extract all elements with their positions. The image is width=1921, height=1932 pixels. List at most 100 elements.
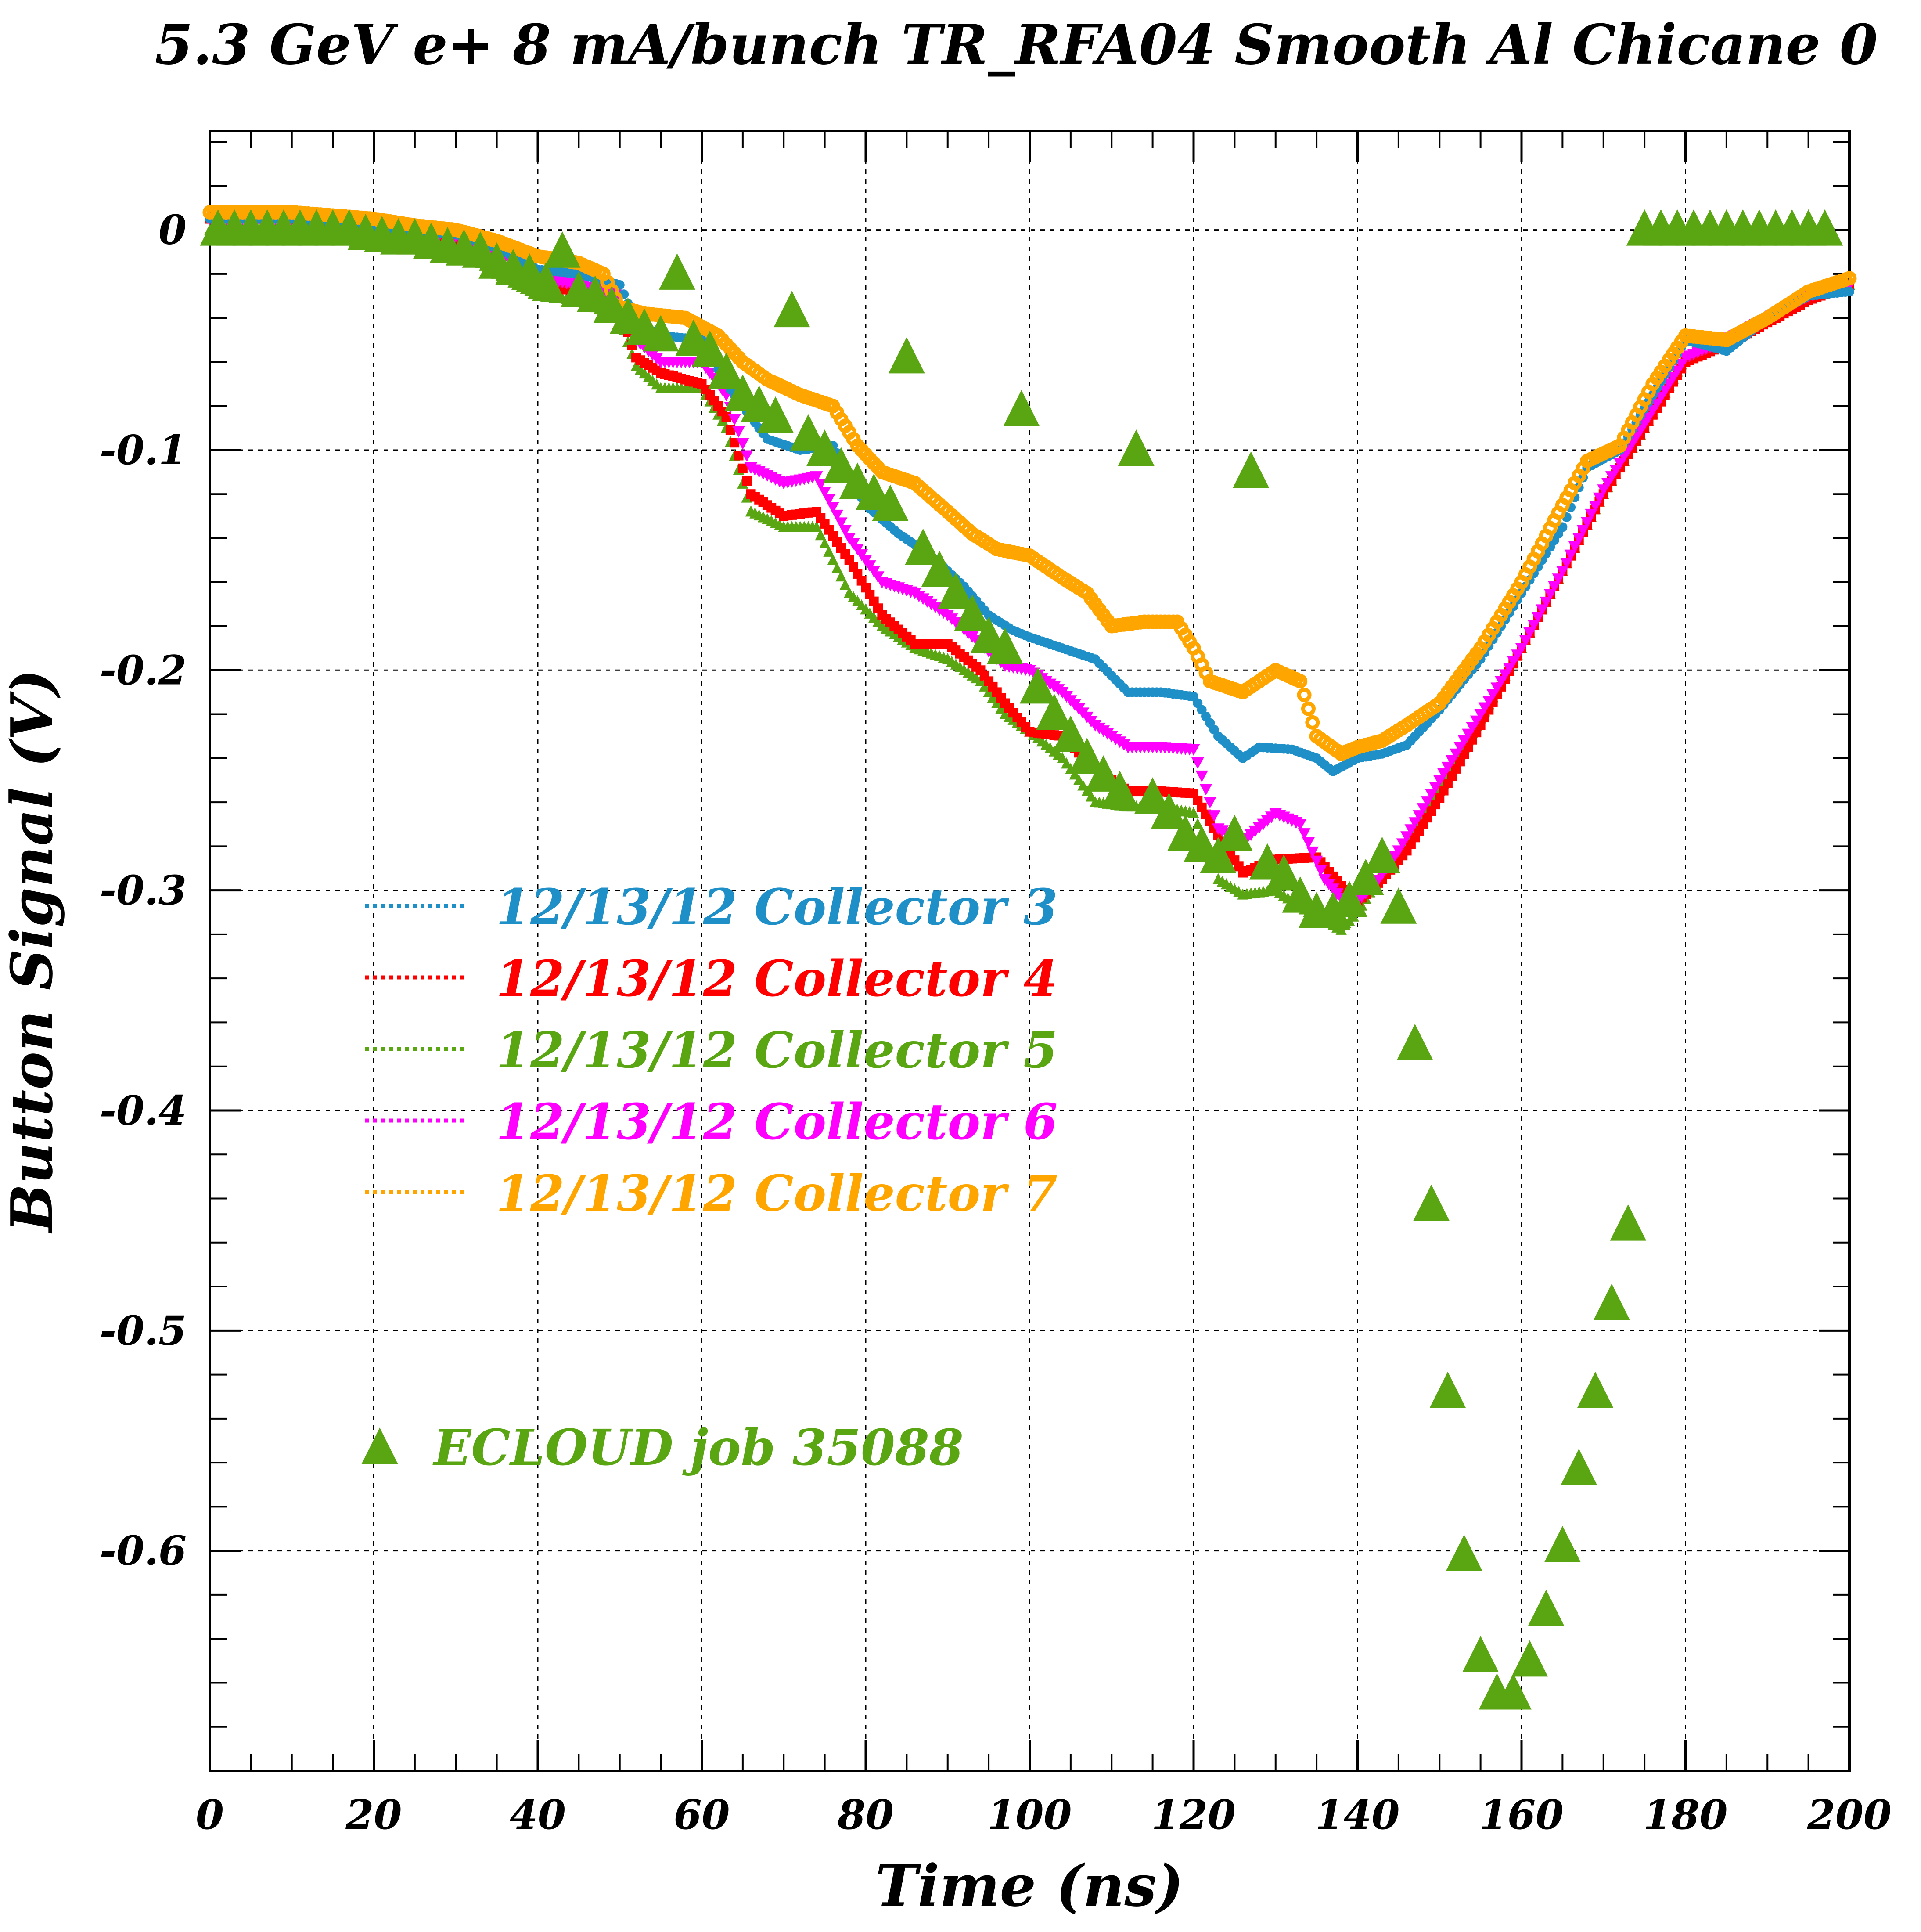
data-point [1301,701,1316,716]
data-point [835,517,848,529]
ecloud-point [1495,1673,1532,1710]
legend-label: 12/13/12 Collector 3 [496,879,1058,936]
data-point [1192,818,1203,829]
legend-label: ECLOUD job 35088 [432,1419,964,1477]
ecloud-point [1561,1449,1597,1485]
data-point [1305,715,1320,730]
ecloud-point [1446,1534,1482,1571]
data-point [1396,838,1409,850]
data-point [1576,525,1590,537]
data-point [732,426,745,438]
x-tick-label: 160 [1479,1791,1564,1838]
data-point [1459,749,1469,759]
data-point [721,412,731,422]
data-point [1404,824,1417,836]
legend-marker-sample [361,1427,398,1464]
ecloud-point [1380,887,1417,924]
ecloud-point [1511,1640,1548,1677]
data-point [736,438,749,450]
x-tick-label: 100 [987,1791,1072,1838]
data-point [1467,735,1477,745]
data-point [1589,501,1602,512]
ecloud-point [1151,793,1187,829]
data-point [1191,757,1204,769]
y-tick-label: -0.5 [100,1307,187,1354]
data-point [1523,627,1536,639]
data-point [1439,786,1449,796]
ecloud-point [1413,1184,1450,1221]
data-point [1540,596,1553,609]
data-point [1548,581,1561,593]
y-tick-label: 0 [158,206,187,254]
data-point [1199,784,1212,796]
y-axis-label: Button Signal (V) [0,669,65,1234]
data-point [1429,782,1442,794]
data-point [1187,744,1200,756]
data-point [818,487,831,498]
x-tick-label: 20 [345,1791,402,1838]
ecloud-point [1019,667,1056,704]
ecloud-point [1594,1283,1630,1320]
ecloud-point [1200,836,1237,873]
ecloud-point [954,595,991,631]
data-point [1455,757,1465,767]
data-point [1302,837,1315,849]
series-layer [200,205,1857,1710]
data-point [1443,778,1453,788]
ecloud-point [1003,389,1040,426]
legend-entry: 12/13/12 Collector 3 [365,879,1058,936]
ecloud-point [1347,858,1384,895]
tick-labels: 0 20 40 60 80 100 120 140 160 180 200 0 -0.1 -0.2 -0.3… [100,206,1892,1838]
ecloud-point [1577,1371,1614,1408]
data-point [826,502,839,514]
series-5 [202,205,1857,761]
ecloud-point [1266,854,1302,891]
x-tick-label: 40 [510,1791,566,1838]
ecloud-point [1282,876,1319,913]
legend-label: 12/13/12 Collector 5 [496,1022,1058,1079]
ecloud-point [1429,1371,1466,1408]
data-point [1543,589,1557,601]
data-point [1306,846,1319,858]
axis-ticks [209,131,1851,1771]
data-point [1531,612,1544,624]
x-tick-label: 60 [673,1791,730,1838]
data-point [1298,828,1311,840]
legend-entry: 12/13/12 Collector 6 [365,1093,1058,1151]
data-point [730,438,740,448]
data-point [1408,817,1421,829]
y-tick-label: -0.6 [100,1527,187,1575]
ecloud-point [773,291,810,328]
ecloud-point [642,315,679,352]
ecloud-point [888,337,925,374]
data-point [831,562,843,573]
data-point [1556,566,1569,578]
data-point [811,521,822,532]
ecloud-point [790,414,827,451]
ecloud-point [938,573,974,609]
ecloud-point [905,528,942,565]
y-tick-label: -0.4 [100,1087,187,1134]
legend-entry: 12/13/12 Collector 5 [365,1022,1058,1079]
ecloud-point [872,484,909,521]
ecloud-point [528,262,565,299]
data-point [1425,789,1438,801]
legend-label: 12/13/12 Collector 6 [496,1093,1058,1151]
legend: 12/13/12 Collector 3 12/13/12 Collector 4… [361,879,1058,1477]
data-point [1519,635,1532,647]
ecloud-point [1052,715,1089,752]
ecloud-point [1544,1525,1581,1562]
data-point [1581,517,1594,529]
x-tick-label: 200 [1807,1791,1892,1838]
data-point [1294,819,1307,831]
ecloud-point [691,330,728,367]
ecloud-point [1101,771,1138,807]
data-point [734,451,744,461]
ecloud-point [544,231,581,268]
legend-entry: 12/13/12 Collector 4 [365,950,1058,1008]
data-point [1593,492,1606,505]
x-tick-label: 80 [837,1791,894,1838]
legend-label: 12/13/12 Collector 4 [496,950,1058,1008]
